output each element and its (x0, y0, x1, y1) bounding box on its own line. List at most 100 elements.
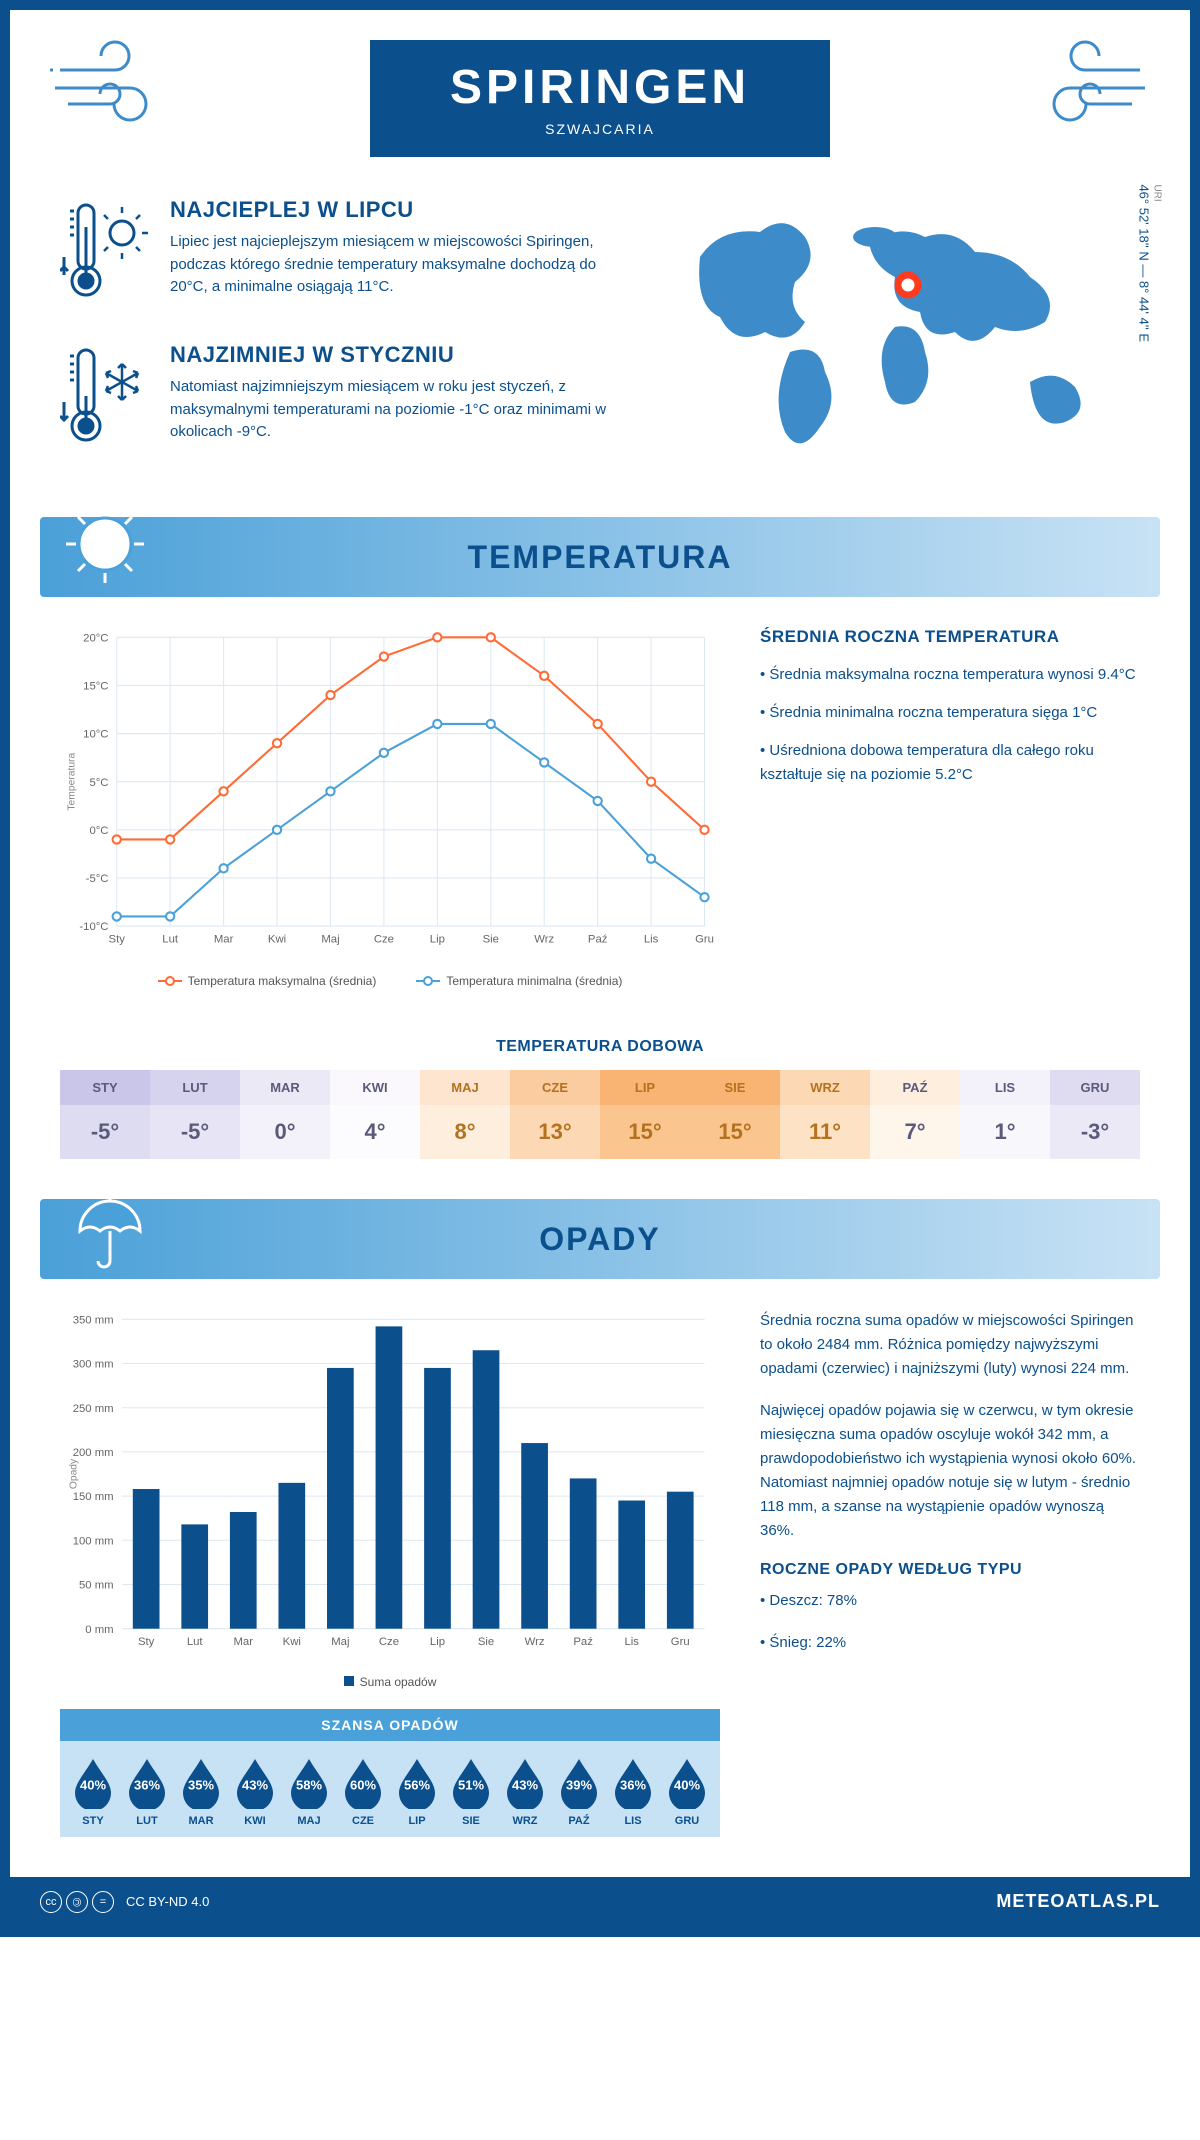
temp-info-point: • Uśredniona dobowa temperatura dla całe… (760, 739, 1140, 787)
svg-text:Sie: Sie (483, 934, 499, 946)
wind-icon (50, 40, 180, 135)
svg-text:300 mm: 300 mm (73, 1359, 114, 1371)
svg-text:Cze: Cze (374, 934, 394, 946)
svg-text:Kwi: Kwi (283, 1636, 301, 1648)
daily-cell: LIS 1° (960, 1070, 1050, 1159)
chance-drop: 43% KWI (228, 1757, 282, 1827)
daily-temp-title: TEMPERATURA DOBOWA (10, 1038, 1190, 1056)
country-name: SZWAJCARIA (450, 121, 750, 137)
intro-row: NAJCIEPLEJ W LIPCU Lipiec jest najcieple… (10, 197, 1190, 517)
svg-text:Gru: Gru (671, 1636, 690, 1648)
temp-info-point: • Średnia minimalna roczna temperatura s… (760, 701, 1140, 725)
temperature-legend: Temperatura maksymalna (średnia) Tempera… (60, 974, 720, 988)
daily-cell: MAJ 8° (420, 1070, 510, 1159)
chance-drop: 39% PAŹ (552, 1757, 606, 1827)
precipitation-summary: Średnia roczna suma opadów w miejscowośc… (760, 1309, 1140, 1837)
precip-legend: Suma opadów (60, 1675, 720, 1689)
daily-cell: LUT -5° (150, 1070, 240, 1159)
temperature-section-title: TEMPERATURA (40, 517, 1160, 597)
svg-text:150 mm: 150 mm (73, 1491, 114, 1503)
warmest-title: NAJCIEPLEJ W LIPCU (170, 197, 620, 223)
region-label: URI (1152, 184, 1163, 342)
svg-text:Cze: Cze (379, 1636, 399, 1648)
chance-drop: 40% STY (66, 1757, 120, 1827)
svg-text:Mar: Mar (234, 1636, 254, 1648)
daily-cell: SIE 15° (690, 1070, 780, 1159)
svg-text:0°C: 0°C (89, 825, 108, 837)
temp-info-point: • Średnia maksymalna roczna temperatura … (760, 663, 1140, 687)
svg-text:50 mm: 50 mm (79, 1580, 114, 1592)
wind-icon (1020, 40, 1150, 135)
svg-text:200 mm: 200 mm (73, 1447, 114, 1459)
coldest-title: NAJZIMNIEJ W STYCZNIU (170, 342, 620, 368)
license-text: CC BY-ND 4.0 (126, 1894, 209, 1909)
daily-cell: LIP 15° (600, 1070, 690, 1159)
daily-cell: CZE 13° (510, 1070, 600, 1159)
coordinates: URI 46° 52' 18'' N — 8° 44' 4'' E (1137, 184, 1163, 342)
temp-info-heading: ŚREDNIA ROCZNA TEMPERATURA (760, 627, 1140, 647)
city-name: SPIRINGEN (450, 60, 750, 115)
warmest-fact: NAJCIEPLEJ W LIPCU Lipiec jest najcieple… (60, 197, 620, 312)
sun-icon (60, 499, 150, 594)
precip-type-rain: • Deszcz: 78% (760, 1589, 1140, 1613)
nd-icon: = (92, 1891, 114, 1913)
chance-drop: 40% GRU (660, 1757, 714, 1827)
chance-drop: 36% LUT (120, 1757, 174, 1827)
thermometer-snow-icon (60, 342, 150, 457)
chance-drop: 43% WRZ (498, 1757, 552, 1827)
svg-text:350 mm: 350 mm (73, 1314, 114, 1326)
umbrella-icon (60, 1181, 150, 1286)
svg-text:Lip: Lip (430, 1636, 445, 1648)
legend-max: Temperatura maksymalna (średnia) (188, 974, 377, 988)
svg-text:Lis: Lis (644, 934, 659, 946)
svg-text:Sty: Sty (109, 934, 126, 946)
chance-drop: 56% LIP (390, 1757, 444, 1827)
svg-text:20°C: 20°C (83, 632, 108, 644)
precipitation-content: 0 mm50 mm100 mm150 mm200 mm250 mm300 mm3… (10, 1279, 1190, 1857)
daily-cell: PAŹ 7° (870, 1070, 960, 1159)
svg-text:Mar: Mar (214, 934, 234, 946)
by-icon: 🄯 (66, 1891, 88, 1913)
thermometer-sun-icon (60, 197, 150, 312)
svg-text:Lis: Lis (624, 1636, 639, 1648)
temperature-heading: TEMPERATURA (468, 539, 733, 576)
daily-cell: WRZ 11° (780, 1070, 870, 1159)
temperature-content: -10°C-5°C0°C5°C10°C15°C20°CStyLutMarKwiM… (10, 597, 1190, 1018)
temperature-summary: ŚREDNIA ROCZNA TEMPERATURA • Średnia mak… (760, 627, 1140, 988)
precipitation-chart: 0 mm50 mm100 mm150 mm200 mm250 mm300 mm3… (60, 1309, 720, 1689)
cc-icons: cc 🄯 = (40, 1891, 114, 1913)
chance-drop: 36% LIS (606, 1757, 660, 1827)
svg-text:Paź: Paź (588, 934, 608, 946)
svg-text:Maj: Maj (321, 934, 339, 946)
precip-info-p1: Średnia roczna suma opadów w miejscowośc… (760, 1309, 1140, 1381)
precip-info-p2: Najwięcej opadów pojawia się w czerwcu, … (760, 1399, 1140, 1543)
daily-cell: STY -5° (60, 1070, 150, 1159)
legend-min: Temperatura minimalna (średnia) (446, 974, 622, 988)
svg-text:Gru: Gru (695, 934, 714, 946)
precip-type-heading: ROCZNE OPADY WEDŁUG TYPU (760, 1561, 1140, 1579)
svg-text:Sie: Sie (478, 1636, 494, 1648)
svg-text:Lip: Lip (430, 934, 445, 946)
svg-text:Wrz: Wrz (534, 934, 554, 946)
svg-text:Sty: Sty (138, 1636, 155, 1648)
svg-text:250 mm: 250 mm (73, 1403, 114, 1415)
page: SPIRINGEN SZWAJCARIA (0, 0, 1200, 1937)
daily-cell: KWI 4° (330, 1070, 420, 1159)
warmest-body: Lipiec jest najcieplejszym miesiącem w m… (170, 231, 620, 299)
map-panel: URI 46° 52' 18'' N — 8° 44' 4'' E (660, 197, 1140, 487)
daily-cell: GRU -3° (1050, 1070, 1140, 1159)
svg-text:Paź: Paź (573, 1636, 593, 1648)
header: SPIRINGEN SZWAJCARIA (10, 10, 1190, 197)
precip-type-snow: • Śnieg: 22% (760, 1631, 1140, 1655)
svg-text:Wrz: Wrz (525, 1636, 545, 1648)
svg-text:15°C: 15°C (83, 681, 108, 693)
title-banner: SPIRINGEN SZWAJCARIA (370, 40, 830, 157)
svg-text:Lut: Lut (187, 1636, 204, 1648)
svg-text:5°C: 5°C (89, 777, 108, 789)
coldest-fact: NAJZIMNIEJ W STYCZNIU Natomiast najzimni… (60, 342, 620, 457)
svg-text:Lut: Lut (162, 934, 179, 946)
svg-text:10°C: 10°C (83, 729, 108, 741)
daily-cell: MAR 0° (240, 1070, 330, 1159)
chance-drop: 35% MAR (174, 1757, 228, 1827)
precipitation-section-title: OPADY (40, 1199, 1160, 1279)
